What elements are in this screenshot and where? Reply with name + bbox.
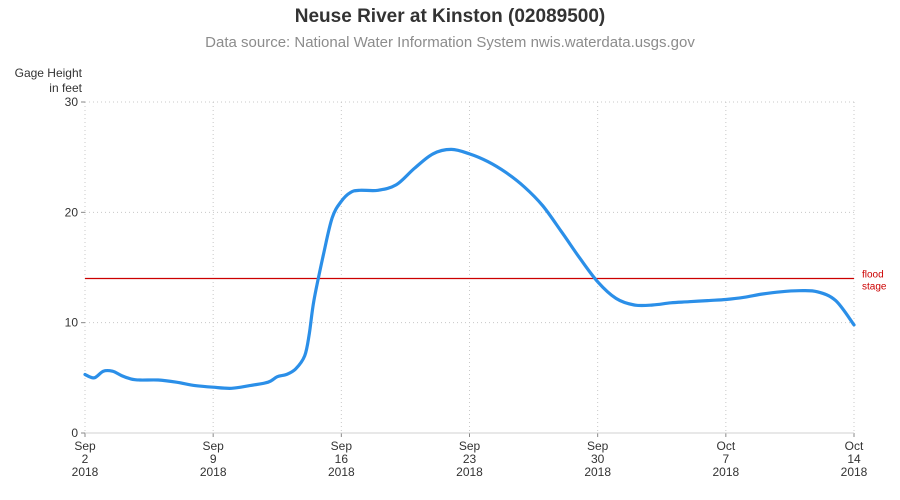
data-point (175, 381, 178, 384)
data-point (212, 386, 215, 389)
x-tick-label: 14 (847, 452, 861, 466)
data-point (340, 200, 343, 203)
data-point (761, 292, 764, 296)
chart-subtitle: Data source: National Water Information … (205, 34, 695, 51)
data-point (797, 289, 801, 292)
data-point (349, 191, 352, 194)
x-tick-label: Sep (74, 439, 96, 453)
data-point (129, 377, 132, 381)
y-tick-label: 10 (65, 316, 79, 330)
data-point (541, 204, 544, 207)
x-tick-label: Oct (716, 439, 735, 453)
data-point (852, 323, 856, 327)
data-point (633, 303, 636, 307)
data-point (83, 373, 87, 376)
data-point (578, 256, 581, 259)
y-axis-label-line-1: Gage Height (14, 66, 82, 80)
data-point (559, 229, 563, 233)
x-tick-label: Oct (845, 439, 864, 453)
x-tick-label: 2018 (712, 465, 739, 479)
x-tick-label: Sep (459, 439, 481, 453)
data-point (120, 374, 123, 377)
data-point (308, 332, 311, 335)
data-point (614, 297, 618, 300)
x-tick-label: Sep (587, 439, 609, 453)
flood-stage-label: stage (862, 282, 887, 293)
y-tick-label: 0 (71, 426, 78, 440)
data-point (331, 216, 334, 219)
data-point (376, 189, 380, 192)
data-point (312, 299, 316, 302)
data-point (157, 378, 160, 382)
data-point (413, 167, 416, 170)
x-tick-label: 2018 (72, 465, 99, 479)
data-point (523, 185, 526, 189)
x-tick-label: 30 (591, 452, 605, 466)
y-tick-label: 30 (65, 95, 79, 109)
data-point (248, 384, 251, 387)
data-point (102, 370, 105, 373)
data-point (276, 375, 279, 378)
data-point (669, 301, 673, 304)
data-point (294, 367, 297, 371)
data-point (285, 373, 288, 376)
x-tick-label: 2018 (456, 465, 483, 479)
y-tick-label: 20 (65, 205, 79, 219)
data-point (816, 290, 819, 293)
axes: 0102030Sep22018Sep92018Sep162018Sep23201… (65, 95, 868, 479)
x-tick-label: 2018 (584, 465, 611, 479)
data-point (724, 298, 727, 301)
x-tick-label: 7 (722, 452, 729, 466)
x-tick-label: Sep (331, 439, 353, 453)
data-point (193, 384, 197, 387)
data-point (834, 299, 837, 302)
grid (84, 101, 855, 433)
x-tick-label: 9 (210, 452, 217, 466)
data-point (486, 160, 489, 163)
data-point (504, 171, 508, 174)
data-point (431, 152, 435, 156)
data-point (303, 354, 306, 357)
x-tick-label: 2 (82, 452, 89, 466)
data-point (450, 148, 453, 151)
data-point (742, 296, 746, 299)
data-point (596, 280, 599, 283)
data-point (358, 189, 361, 192)
x-tick-label: Sep (202, 439, 224, 453)
x-tick-label: 16 (335, 452, 349, 466)
data-point (688, 300, 691, 303)
y-axis-label: Gage Height in feet (0, 66, 82, 96)
data-point (321, 255, 325, 258)
data-point (468, 152, 471, 156)
x-tick-label: 2018 (328, 465, 355, 479)
data-point (138, 378, 142, 382)
data-point (651, 303, 654, 307)
series-layer (83, 147, 856, 390)
data-point (230, 387, 233, 390)
x-tick-label: 2018 (200, 465, 227, 479)
chart-title: Neuse River at Kinston (02089500) (294, 6, 606, 27)
data-point (395, 183, 398, 186)
x-tick-label: 2018 (841, 465, 868, 479)
y-axis-label-line-2: in feet (49, 81, 82, 95)
data-point (779, 290, 782, 293)
x-tick-label: 23 (463, 452, 477, 466)
data-point (111, 370, 114, 373)
data-point (93, 376, 96, 379)
data-point (266, 381, 270, 384)
gage-height-series-line (83, 147, 856, 390)
flood-stage-label: flood (862, 270, 884, 281)
data-point (706, 299, 709, 302)
